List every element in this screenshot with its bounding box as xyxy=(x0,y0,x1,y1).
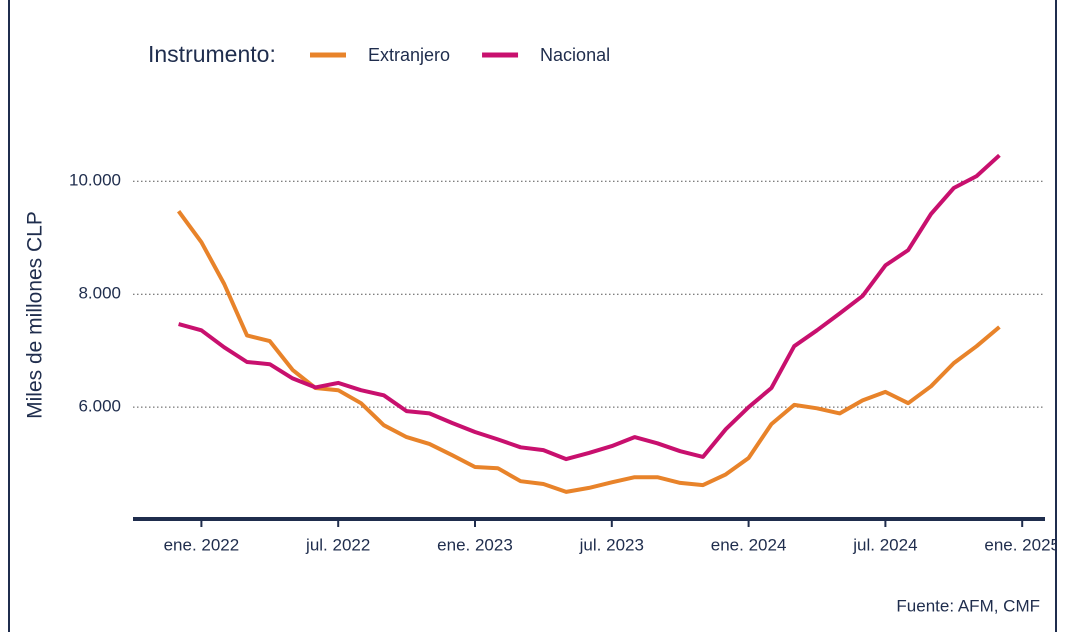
legend-title: Instrumento: xyxy=(148,41,276,67)
legend-label: Nacional xyxy=(540,45,610,65)
plot: 6.000 8.000 10.000 ene. 2022 jul. 2022 ene. 2… xyxy=(69,153,1060,554)
x-tick-label: ene. 2023 xyxy=(437,535,513,554)
x-tick-label: ene. 2025 xyxy=(984,535,1060,554)
x-tick-label: ene. 2024 xyxy=(711,535,787,554)
y-tick-label: 10.000 xyxy=(69,171,121,190)
series-line xyxy=(178,153,1001,462)
y-tick-label: 6.000 xyxy=(78,397,121,416)
source: Fuente: AFM, CMF xyxy=(896,596,1040,615)
x-tick-label: jul. 2023 xyxy=(579,535,644,554)
y-axis-label: Miles de millones CLP xyxy=(24,211,47,419)
series-line xyxy=(176,210,1001,494)
y-tick-label: 8.000 xyxy=(78,284,121,303)
x-tick-label: jul. 2022 xyxy=(305,535,370,554)
legend-label: Extranjero xyxy=(368,45,450,65)
x-tick-label: jul. 2024 xyxy=(852,535,917,554)
x-tick-label: ene. 2022 xyxy=(164,535,240,554)
